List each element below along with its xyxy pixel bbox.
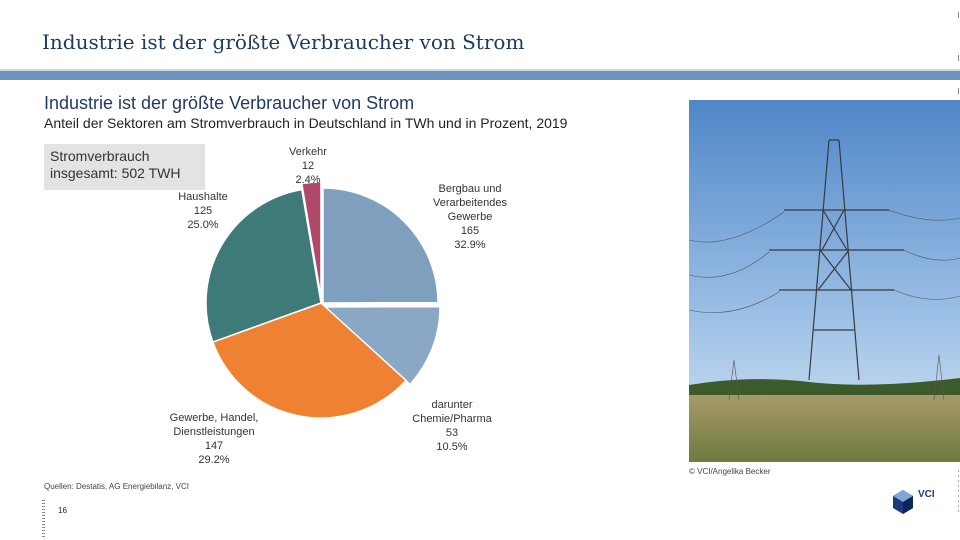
slice-label-line: 53	[445, 427, 459, 439]
slice-label-chemie: darunter Chemie/Pharma 53 10.5%	[412, 398, 491, 454]
slice-label-line: Verarbeitendes	[433, 197, 507, 209]
photo-credit: © VCI/Angelika Becker	[689, 467, 771, 476]
slice-label-line: 125	[193, 205, 213, 217]
pie-chart	[205, 181, 441, 419]
pie-slice	[322, 187, 439, 304]
slice-label-line: Haushalte	[178, 191, 228, 203]
footer-rule	[42, 500, 45, 538]
slice-label-line: 165	[460, 225, 480, 237]
slice-label-line: Gewerbe, Handel,	[169, 412, 259, 424]
pie-slice	[323, 305, 441, 386]
chart-subtitle: Anteil der Sektoren am Stromverbrauch in…	[44, 115, 568, 131]
pie-slice	[300, 181, 322, 298]
power-pylon-photo	[689, 100, 960, 462]
slice-label-verkehr: Verkehr 12 2.4%	[289, 145, 327, 187]
slice-label-gewerbe: Gewerbe, Handel, Dienstleistungen 147 29.2%	[170, 411, 259, 467]
pie-slice	[205, 188, 322, 343]
slice-label-line: 32.9%	[454, 239, 486, 251]
title-divider-bar	[0, 71, 960, 80]
slice-label-line: 2.4%	[295, 174, 321, 186]
slice-label-line: Verkehr	[289, 146, 327, 158]
page-number: 16	[58, 506, 67, 515]
slice-label-haushalte: Haushalte 125 25.0%	[178, 190, 228, 232]
slice-label-line: Chemie/Pharma	[412, 413, 492, 425]
vci-logo: VCI	[889, 486, 941, 516]
logo-text: VCI	[918, 489, 935, 500]
slice-label-line: 10.5%	[436, 441, 468, 453]
slice-label-line: Gewerbe	[447, 211, 493, 223]
pie-slice	[211, 302, 408, 419]
slide-title: Industrie ist der größte Verbraucher von…	[42, 30, 525, 54]
slice-label-line: 12	[301, 160, 315, 172]
slice-label-line: 147	[204, 440, 224, 452]
slice-label-line: 25.0%	[187, 219, 219, 231]
slice-label-industry: Bergbau und Verarbeitendes Gewerbe 165 32.9%	[433, 182, 507, 252]
slice-label-line: darunter	[431, 399, 473, 411]
chart-title: Industrie ist der größte Verbraucher von…	[44, 93, 415, 113]
edge-marks	[958, 12, 959, 515]
slice-label-line: 29.2%	[198, 454, 230, 466]
total-consumption-box: Stromverbrauch insgesamt: 502 TWH	[44, 144, 205, 190]
title-divider-thin	[0, 69, 960, 71]
slice-label-line: Dienstleistungen	[173, 426, 255, 438]
source-note: Quellen: Destatis, AG Energiebilanz, VCI	[44, 482, 189, 491]
slice-label-line: Bergbau und	[438, 183, 502, 195]
